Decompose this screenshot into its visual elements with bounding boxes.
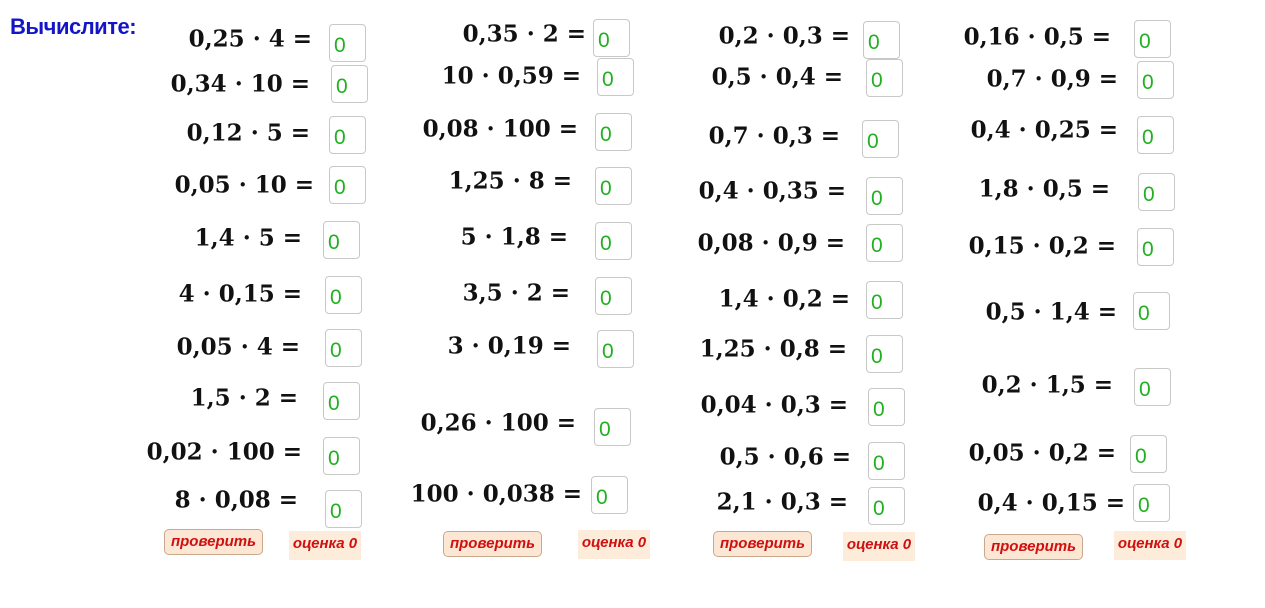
math-expression: 0,2 · 0,3 = (718, 22, 850, 50)
answer-input[interactable] (1130, 435, 1167, 473)
math-expression: 8 · 0,08 = (174, 486, 298, 514)
answer-input[interactable] (868, 442, 905, 480)
answer-input[interactable] (591, 476, 628, 514)
math-expression: 3,5 · 2 = (462, 279, 570, 307)
answer-input[interactable] (329, 116, 366, 154)
answer-input[interactable] (595, 222, 632, 260)
math-expression: 0,4 · 0,15 = (977, 489, 1125, 517)
answer-input[interactable] (868, 487, 905, 525)
math-expression: 0,4 · 0,35 = (698, 177, 846, 205)
math-expression: 0,2 · 1,5 = (981, 371, 1113, 399)
answer-input[interactable] (866, 281, 903, 319)
answer-input[interactable] (323, 437, 360, 475)
answer-input[interactable] (868, 388, 905, 426)
math-expression: 0,04 · 0,3 = (700, 391, 848, 419)
math-expression: 0,15 · 0,2 = (968, 232, 1116, 260)
math-expression: 0,05 · 10 = (174, 171, 314, 199)
answer-input[interactable] (593, 19, 630, 57)
math-expression: 0,35 · 2 = (462, 20, 586, 48)
math-expression: 0,7 · 0,9 = (986, 65, 1118, 93)
math-expression: 1,5 · 2 = (190, 384, 298, 412)
math-expression: 0,05 · 0,2 = (968, 439, 1116, 467)
page-title: Вычислите: (10, 14, 137, 39)
math-expression: 0,34 · 10 = (170, 70, 310, 98)
answer-input[interactable] (1134, 20, 1171, 58)
answer-input[interactable] (866, 335, 903, 373)
check-button[interactable]: проверить (984, 534, 1083, 560)
math-expression: 1,25 · 8 = (448, 167, 572, 195)
check-button[interactable]: проверить (443, 531, 542, 557)
math-expression: 0,08 · 0,9 = (697, 229, 845, 257)
answer-input[interactable] (597, 330, 634, 368)
score-label: оценка 0 (1114, 531, 1186, 560)
math-expression: 0,5 · 0,6 = (719, 443, 851, 471)
math-expression: 0,02 · 100 = (146, 438, 302, 466)
answer-input[interactable] (323, 382, 360, 420)
answer-input[interactable] (325, 276, 362, 314)
math-expression: 0,25 · 4 = (188, 25, 312, 53)
answer-input[interactable] (323, 221, 360, 259)
answer-input[interactable] (863, 21, 900, 59)
math-expression: 0,08 · 100 = (422, 115, 578, 143)
score-label: оценка 0 (578, 530, 650, 559)
math-expression: 0,5 · 1,4 = (985, 298, 1117, 326)
answer-input[interactable] (329, 166, 366, 204)
answer-input[interactable] (329, 24, 366, 62)
answer-input[interactable] (1138, 173, 1175, 211)
answer-input[interactable] (1137, 116, 1174, 154)
math-expression: 0,4 · 0,25 = (970, 116, 1118, 144)
answer-input[interactable] (595, 277, 632, 315)
math-expression: 100 · 0,038 = (410, 480, 582, 508)
answer-input[interactable] (866, 224, 903, 262)
answer-input[interactable] (866, 177, 903, 215)
math-expression: 2,1 · 0,3 = (716, 488, 848, 516)
math-expression: 1,25 · 0,8 = (699, 335, 847, 363)
check-button[interactable]: проверить (164, 529, 263, 555)
math-expression: 0,12 · 5 = (186, 119, 310, 147)
answer-input[interactable] (1137, 61, 1174, 99)
score-label: оценка 0 (289, 531, 361, 560)
answer-input[interactable] (1133, 292, 1170, 330)
math-expression: 0,5 · 0,4 = (711, 63, 843, 91)
score-label: оценка 0 (843, 532, 915, 561)
answer-input[interactable] (866, 59, 903, 97)
answer-input[interactable] (325, 329, 362, 367)
answer-input[interactable] (1137, 228, 1174, 266)
answer-input[interactable] (325, 490, 362, 528)
math-expression: 3 · 0,19 = (447, 332, 571, 360)
answer-input[interactable] (1133, 484, 1170, 522)
math-expression: 0,7 · 0,3 = (708, 122, 840, 150)
math-expression: 0,16 · 0,5 = (963, 23, 1111, 51)
math-expression: 0,26 · 100 = (420, 409, 576, 437)
math-expression: 0,05 · 4 = (176, 333, 300, 361)
math-expression: 1,8 · 0,5 = (978, 175, 1110, 203)
math-expression: 4 · 0,15 = (178, 280, 302, 308)
answer-input[interactable] (594, 408, 631, 446)
math-expression: 1,4 · 0,2 = (718, 285, 850, 313)
math-expression: 1,4 · 5 = (194, 224, 302, 252)
answer-input[interactable] (1134, 368, 1171, 406)
answer-input[interactable] (597, 58, 634, 96)
answer-input[interactable] (595, 167, 632, 205)
math-expression: 5 · 1,8 = (460, 223, 568, 251)
math-expression: 10 · 0,59 = (441, 62, 581, 90)
answer-input[interactable] (862, 120, 899, 158)
answer-input[interactable] (595, 113, 632, 151)
answer-input[interactable] (331, 65, 368, 103)
check-button[interactable]: проверить (713, 531, 812, 557)
